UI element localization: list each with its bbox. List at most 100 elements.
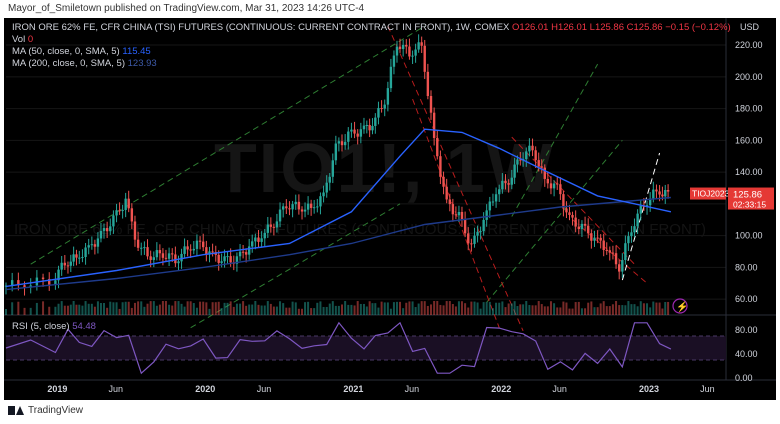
candle-body bbox=[334, 143, 338, 161]
candle-body bbox=[627, 236, 630, 244]
volume-bar bbox=[408, 301, 411, 315]
candle-body bbox=[599, 237, 602, 241]
candle-body bbox=[525, 151, 528, 159]
volume-bar bbox=[42, 301, 45, 315]
candle-body bbox=[614, 253, 618, 265]
legend-ma200-value: 123.93 bbox=[127, 58, 157, 69]
legend-vol-row[interactable]: Vol 0 bbox=[12, 34, 33, 45]
candle-body bbox=[48, 278, 51, 285]
candle-body bbox=[272, 226, 276, 228]
volume-bar bbox=[257, 304, 260, 315]
volume-bar bbox=[667, 301, 670, 315]
volume-bar bbox=[90, 303, 93, 315]
candle-body bbox=[423, 45, 426, 72]
candle-body bbox=[395, 46, 399, 56]
candle-body bbox=[362, 125, 366, 130]
candle-body bbox=[72, 254, 75, 262]
volume-bar bbox=[54, 306, 57, 315]
volume-bar bbox=[60, 301, 63, 315]
legend-rsi-value: 54.48 bbox=[72, 321, 96, 332]
candle-body bbox=[546, 178, 550, 184]
volume-bar bbox=[621, 305, 624, 315]
candle-body bbox=[531, 145, 534, 151]
candle-body bbox=[377, 108, 380, 118]
volume-bar bbox=[66, 305, 69, 315]
footer[interactable]: TradingView bbox=[8, 405, 83, 416]
candle-body bbox=[448, 199, 452, 205]
volume-bar bbox=[356, 301, 359, 315]
candle-body bbox=[624, 243, 627, 261]
volume-bar bbox=[186, 301, 189, 315]
volume-bar bbox=[470, 301, 473, 315]
candle-body bbox=[602, 240, 605, 250]
volume-bar bbox=[590, 301, 593, 315]
candle-body bbox=[54, 280, 57, 285]
candle-body bbox=[611, 252, 615, 254]
volume-bar bbox=[288, 307, 291, 315]
volume-bar bbox=[646, 303, 649, 315]
volume-bar bbox=[272, 306, 275, 315]
volume-bar bbox=[260, 305, 263, 315]
candle-body bbox=[192, 248, 195, 251]
volume-bar bbox=[531, 305, 534, 315]
candle-body bbox=[666, 190, 670, 192]
volume-bar bbox=[155, 305, 158, 315]
volume-bar bbox=[254, 301, 257, 315]
volume-bar bbox=[232, 306, 235, 315]
volume-bar bbox=[574, 302, 577, 315]
candle-body bbox=[630, 232, 633, 237]
candle-body bbox=[226, 256, 229, 258]
volume-bar bbox=[580, 308, 583, 315]
time-tick-label: Jun bbox=[109, 384, 124, 394]
candle-body bbox=[291, 204, 294, 210]
trendline-green bbox=[30, 25, 425, 265]
candle-body bbox=[337, 141, 341, 144]
publisher-line: Mayor_of_Smiletown published on TradingV… bbox=[8, 3, 365, 14]
rsi-line bbox=[5, 321, 672, 375]
candle-body bbox=[195, 240, 199, 249]
volume-bar bbox=[380, 301, 383, 315]
candle-body bbox=[432, 112, 436, 138]
candle-body bbox=[621, 260, 624, 272]
ticker-tag-bg bbox=[690, 187, 726, 200]
volume-bar bbox=[549, 301, 552, 315]
candle-body bbox=[494, 194, 498, 202]
legend-ma50-row[interactable]: MA (50, close, 0, SMA, 5) 115.45 bbox=[12, 46, 151, 57]
chart-frame[interactable]: TIO1!, 1W IRON ORE 62% FE, CFR CHINA (TS… bbox=[4, 18, 776, 400]
volume-bar bbox=[29, 307, 32, 315]
volume-bar bbox=[605, 306, 608, 315]
volume-bar bbox=[417, 303, 420, 315]
volume-bar bbox=[133, 302, 136, 315]
price-chart-svg[interactable]: USD60.0080.00100.00120.00140.00160.00180… bbox=[4, 18, 776, 400]
legend-rsi-row[interactable]: RSI (5, close) 54.48 bbox=[12, 321, 96, 332]
volume-bar bbox=[451, 304, 454, 315]
candle-body bbox=[238, 251, 242, 257]
volume-bar bbox=[328, 303, 331, 315]
volume-bar bbox=[392, 302, 395, 315]
candle-body bbox=[17, 280, 20, 286]
candle-body bbox=[414, 49, 417, 56]
candle-body bbox=[223, 256, 226, 262]
volume-bar bbox=[420, 301, 423, 315]
candle-body bbox=[636, 213, 639, 227]
candle-body bbox=[587, 225, 590, 234]
volume-bar bbox=[316, 302, 319, 315]
volume-bar bbox=[501, 301, 504, 315]
candle-body bbox=[442, 176, 445, 187]
volume-bar bbox=[559, 307, 562, 315]
candle-body bbox=[470, 243, 473, 245]
candle-body bbox=[405, 44, 408, 47]
volume-bar bbox=[301, 308, 304, 315]
volume-bar bbox=[115, 302, 118, 315]
candle-body bbox=[57, 269, 60, 281]
volume-bar bbox=[269, 303, 272, 315]
volume-bar bbox=[439, 304, 442, 315]
candle-body bbox=[266, 224, 269, 233]
volume-bar bbox=[331, 301, 334, 315]
candle-body bbox=[143, 247, 146, 249]
candle-body bbox=[420, 42, 423, 46]
candle-body bbox=[309, 203, 313, 208]
candle-body bbox=[463, 219, 467, 234]
legend-ma200-row[interactable]: MA (200, close, 0, SMA, 5) 123.93 bbox=[12, 58, 157, 69]
candle-body bbox=[617, 264, 621, 272]
